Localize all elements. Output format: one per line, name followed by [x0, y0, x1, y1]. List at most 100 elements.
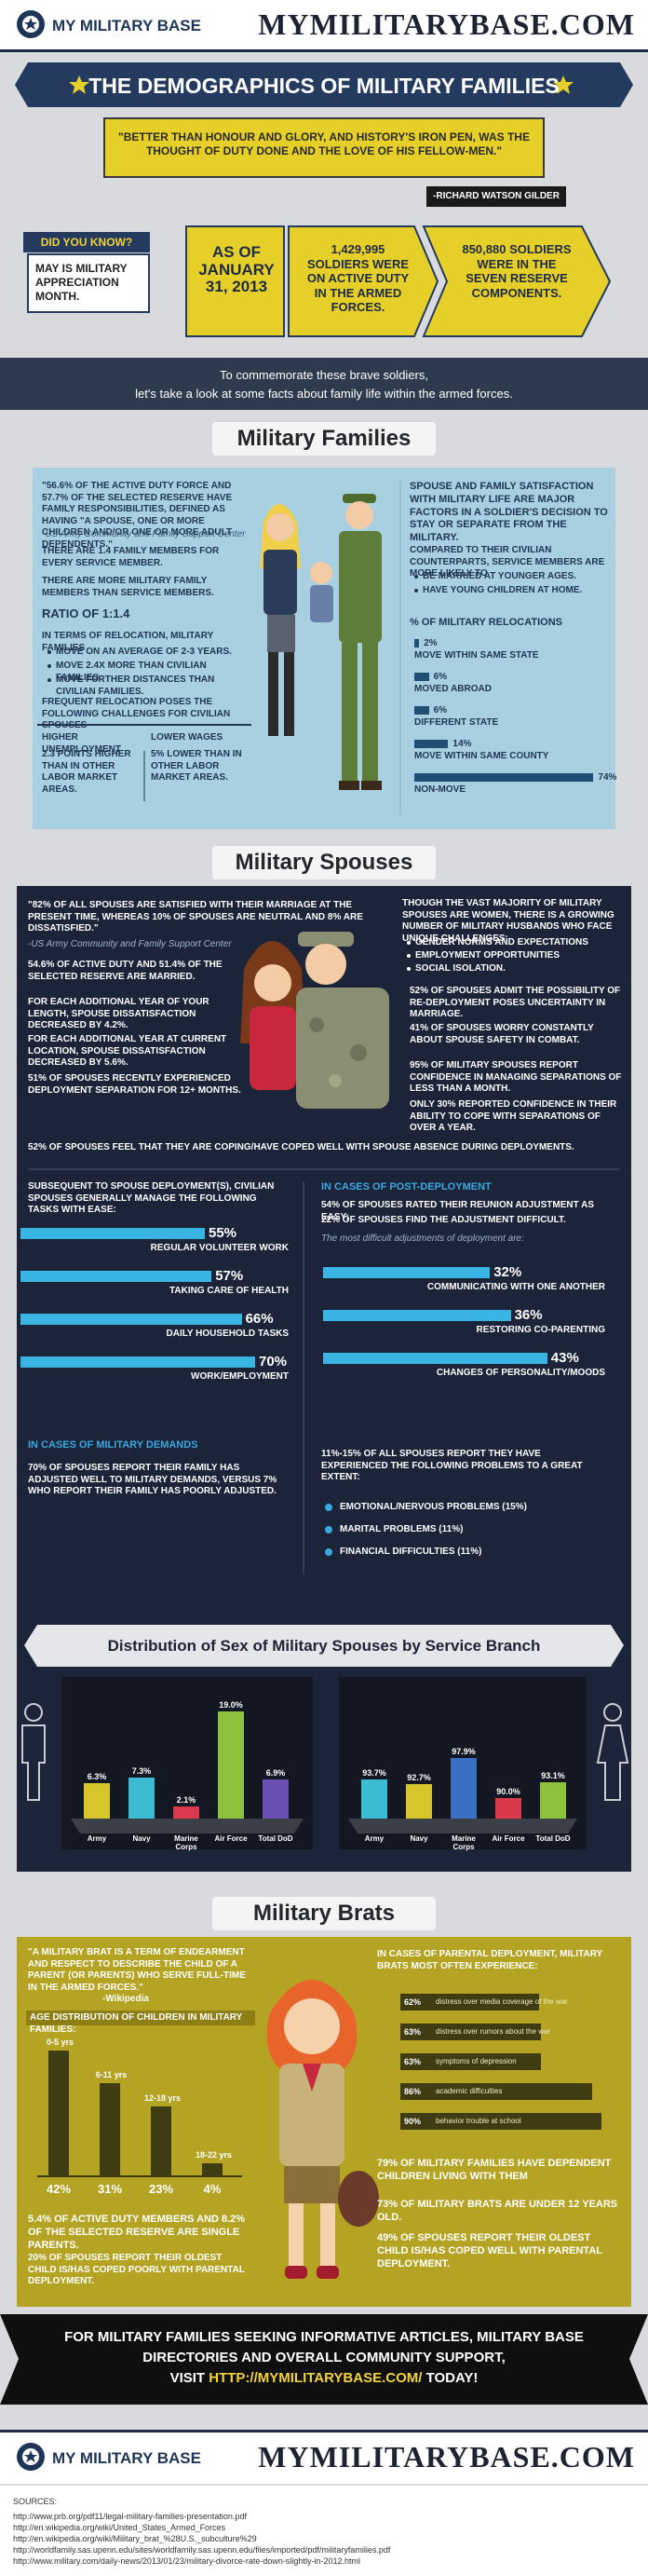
fact: 73% OF MILITARY BRATS ARE UNDER 12 YEARS…	[377, 2199, 618, 2223]
value-label: 36%	[514, 1307, 543, 1323]
fact: 41% OF SPOUSES WORRY CONSTANTLY ABOUT SP…	[410, 1023, 594, 1045]
source: -Wikipedia	[102, 1994, 149, 2004]
bar-label: MOVED ABROAD	[414, 684, 492, 694]
bar	[414, 639, 420, 647]
bar-label: MOVE WITHIN SAME STATE	[414, 650, 539, 661]
fact: THOUGH THE VAST MAJORITY OF MILITARY SPO…	[402, 898, 614, 944]
list-item: SOCIAL ISOLATION.	[407, 963, 620, 975]
list-item: BE MARRIED AT YOUNGER AGES.	[414, 571, 609, 583]
fact: SPOUSE AND FAMILY SATISFACTION WITH MILI…	[410, 481, 608, 543]
fact: 79% OF MILITARY FAMILIES HAVE DEPENDENT …	[377, 2158, 612, 2182]
section-heading: Military Spouses	[235, 850, 413, 875]
bar	[400, 2024, 542, 2040]
quote: "82% OF ALL SPOUSES ARE SATISFIED WITH T…	[28, 900, 363, 934]
stat-date: AS OF JANUARY 31, 2013	[198, 243, 275, 296]
list-item: HAVE YOUNG CHILDREN AT HOME.	[414, 585, 609, 597]
value-label: 31%	[97, 2182, 123, 2196]
stat: 850,880 SOLDIERS WERE IN THE SEVEN RESER…	[462, 242, 572, 300]
site-name: MYMILITARYBASE.COM	[258, 2440, 635, 2474]
bar	[540, 1781, 566, 1819]
list-item: EMPLOYMENT OPPORTUNITIES	[407, 950, 620, 962]
section-heading: Military Families	[236, 426, 412, 451]
value-label: 86%	[404, 2087, 422, 2096]
value-label: 70%	[259, 1354, 288, 1370]
fact: 22% OF SPOUSES FIND THE ADJUSTMENT DIFFI…	[321, 1215, 566, 1225]
bar-label: COMMUNICATING WITH ONE ANOTHER	[426, 1282, 605, 1292]
value-label: 63%	[404, 2027, 422, 2037]
label: HIGHER UNEMPLOYMENT	[42, 732, 121, 755]
bar	[400, 2113, 601, 2130]
bar	[48, 2050, 69, 2175]
fact: MAY IS MILITARY APPRECIATION MONTH.	[35, 262, 128, 303]
value-label: 42%	[46, 2182, 72, 2196]
category-label: 12-18 yrs	[143, 2093, 182, 2104]
value-label: 55%	[209, 1225, 237, 1241]
list-item: EMOTIONAL/NERVOUS PROBLEMS (15%)	[340, 1502, 527, 1512]
fact: FOR EACH ADDITIONAL YEAR AT CURRENT LOCA…	[28, 1034, 227, 1068]
category-label: 18-22 yrs	[195, 2150, 233, 2160]
source-url: http://en.wikipedia.org/wiki/Military_br…	[13, 2534, 257, 2543]
fact: 2.3 POINTS HIGHER THAN IN OTHER LABOR MA…	[42, 749, 131, 795]
fact: 5.4% OF ACTIVE DUTY MEMBERS AND 8.2% OF …	[28, 2214, 246, 2251]
category-label: Marine Corps	[452, 1834, 476, 1851]
list-item: MARITAL PROBLEMS (11%)	[340, 1524, 464, 1534]
bar	[323, 1353, 547, 1364]
bar	[323, 1267, 491, 1278]
bar	[414, 773, 594, 782]
fact: 20% OF SPOUSES REPORT THEIR OLDEST CHILD…	[28, 2253, 245, 2286]
source-url: http://www.military.com/daily-news/2013/…	[13, 2556, 360, 2566]
source-url: http://worldfamily.sas.upenn.edu/sites/w…	[13, 2545, 391, 2555]
label: LOWER WAGES	[151, 732, 223, 743]
source-url: http://en.wikipedia.org/wiki/United_Stat…	[13, 2523, 226, 2532]
fact: 11%-15% OF ALL SPOUSES REPORT THEY HAVE …	[321, 1449, 583, 1482]
bar-label: academic difficulties	[436, 2087, 503, 2095]
couple-illustration	[240, 932, 389, 1109]
bar-label: symptoms of depression	[436, 2057, 517, 2065]
bar	[151, 2106, 171, 2175]
bar	[100, 2082, 120, 2175]
value-label: 6.9%	[265, 1768, 286, 1779]
bar	[20, 1356, 255, 1368]
fact: RATIO OF 1:1.4	[42, 607, 130, 620]
list-item: FINANCIAL DIFFICULTIES (11%)	[340, 1547, 482, 1557]
value-label: 66%	[245, 1311, 274, 1327]
category-label: Total DoD	[535, 1834, 571, 1843]
list-item: MOVE ON AN AVERAGE OF 2-3 YEARS.	[47, 647, 251, 659]
chart-title: Distribution of Sex of Military Spouses …	[107, 1637, 541, 1655]
chart-title: % OF MILITARY RELOCATIONS	[410, 617, 562, 628]
fact: 70% OF SPOUSES REPORT THEIR FAMILY HAS A…	[28, 1463, 277, 1496]
value-label: 4%	[203, 2182, 222, 2196]
bar-label: distress over rumors about the war	[436, 2027, 551, 2036]
intro: To commemorate these brave soldiers,	[220, 368, 428, 382]
bar	[218, 1711, 244, 1819]
banner-text: DIRECTORIES AND OVERALL COMMUNITY SUPPOR…	[142, 2350, 506, 2365]
banner-line: VISIT HTTP://MYMILITARYBASE.COM/ TODAY!	[0, 2370, 648, 2388]
bar	[400, 1994, 539, 2010]
value-label: 6%	[433, 705, 448, 716]
bar	[414, 740, 449, 748]
value-label: 90%	[404, 2117, 422, 2126]
fact: 49% OF SPOUSES REPORT THEIR OLDEST CHILD…	[377, 2232, 602, 2269]
bar	[406, 1784, 432, 1819]
list-item: MOVE FURTHER DISTANCES THAN CIVILIAN FAM…	[47, 675, 251, 698]
value-label: 92.7%	[407, 1773, 431, 1783]
bar-label: distress over media coverage of the war	[436, 1997, 568, 2006]
value-label: 19.0%	[219, 1700, 243, 1711]
value-label: 14%	[452, 739, 472, 749]
value-label: 97.9%	[452, 1746, 476, 1756]
bar	[414, 706, 429, 715]
quote: "A MILITARY BRAT IS A TERM OF ENDEARMENT…	[28, 1947, 246, 1993]
bar	[84, 1782, 110, 1819]
category-label: 0-5 yrs	[46, 2037, 74, 2047]
value-label: 6.3%	[87, 1771, 107, 1781]
label: DID YOU KNOW?	[40, 236, 133, 249]
source: -US Army Community and Family Support Ce…	[28, 939, 232, 949]
gender-icons	[21, 1703, 629, 1801]
value-label: 57%	[215, 1268, 244, 1284]
chart-title: SUBSEQUENT TO SPOUSE DEPLOYMENT(S), CIVI…	[28, 1181, 275, 1215]
category-label: Air Force	[214, 1834, 248, 1843]
value-label: 32%	[493, 1264, 522, 1280]
bar	[361, 1779, 387, 1819]
value-label: 2%	[424, 638, 438, 648]
bar	[414, 673, 429, 681]
